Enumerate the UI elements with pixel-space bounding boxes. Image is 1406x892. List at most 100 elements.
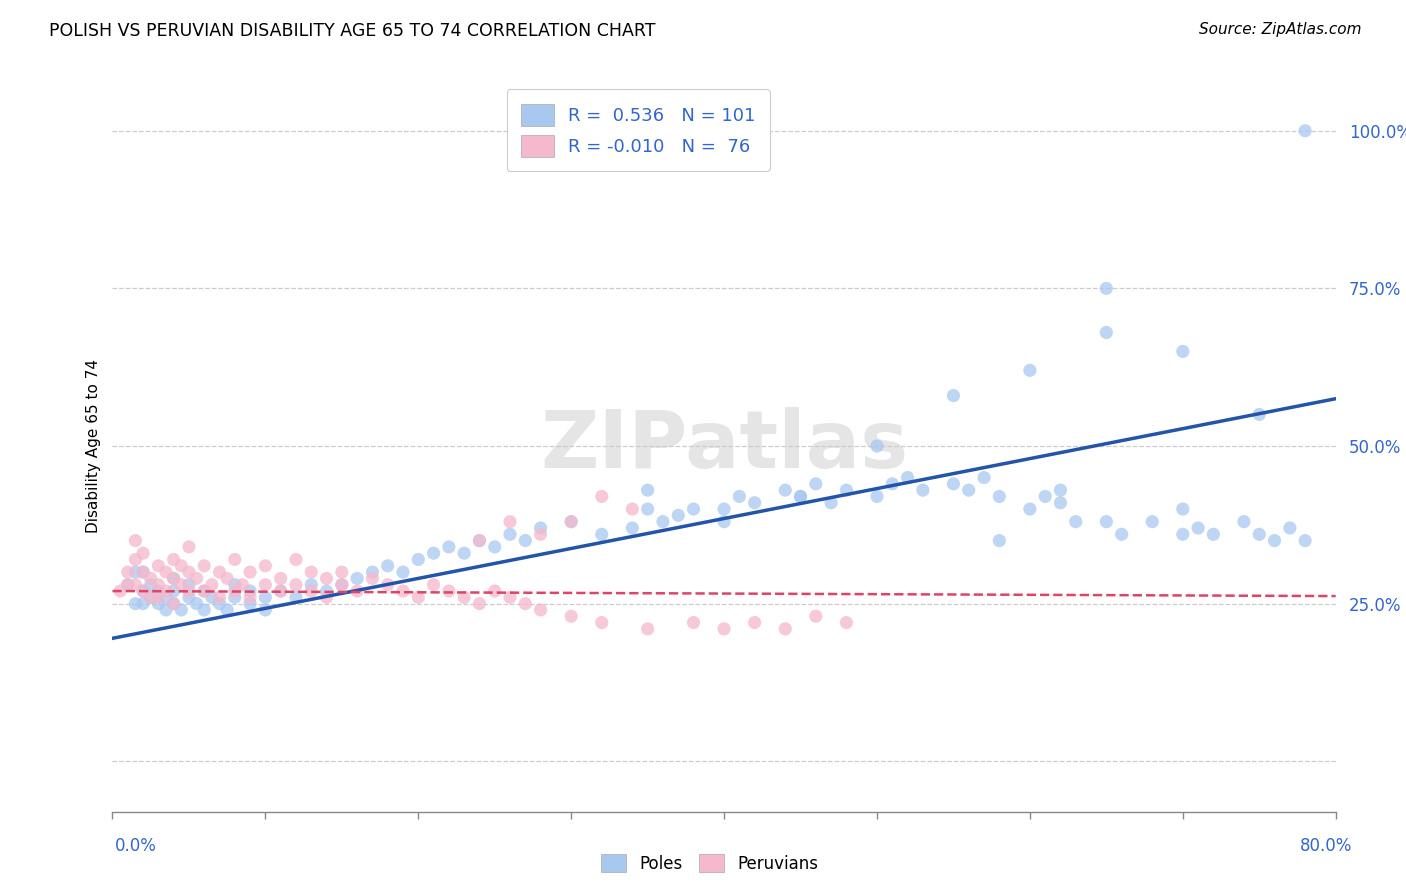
Point	[804, 476, 827, 491]
Point	[315, 591, 337, 605]
Point	[201, 578, 224, 592]
Point	[231, 578, 253, 592]
Point	[1171, 527, 1194, 541]
Point	[254, 603, 277, 617]
Point	[515, 533, 537, 548]
Point	[163, 597, 186, 611]
Point	[208, 591, 231, 605]
Point	[132, 597, 155, 611]
Point	[177, 565, 200, 579]
Point	[1171, 502, 1194, 516]
Point	[942, 388, 965, 402]
Point	[1111, 527, 1133, 541]
Point	[621, 521, 644, 535]
Point	[1249, 408, 1271, 422]
Point	[284, 591, 308, 605]
Point	[911, 483, 934, 497]
Text: POLISH VS PERUVIAN DISABILITY AGE 65 TO 74 CORRELATION CHART: POLISH VS PERUVIAN DISABILITY AGE 65 TO …	[49, 22, 655, 40]
Point	[170, 603, 193, 617]
Point	[132, 584, 155, 599]
Point	[804, 609, 827, 624]
Point	[499, 527, 522, 541]
Point	[484, 584, 506, 599]
Point	[1095, 326, 1118, 340]
Point	[621, 502, 644, 516]
Legend: R =  0.536   N = 101, R = -0.010   N =  76: R = 0.536 N = 101, R = -0.010 N = 76	[506, 89, 770, 171]
Point	[713, 502, 735, 516]
Point	[299, 578, 322, 592]
Point	[468, 533, 491, 548]
Point	[346, 571, 368, 585]
Point	[139, 571, 162, 585]
Point	[170, 558, 193, 573]
Point	[866, 490, 889, 504]
Point	[882, 476, 904, 491]
Point	[224, 552, 246, 566]
Point	[530, 603, 553, 617]
Point	[1018, 363, 1040, 377]
Point	[1064, 515, 1087, 529]
Point	[224, 591, 246, 605]
Point	[201, 591, 224, 605]
Point	[530, 527, 553, 541]
Point	[155, 591, 177, 605]
Point	[148, 558, 170, 573]
Point	[835, 615, 858, 630]
Point	[239, 591, 262, 605]
Point	[453, 591, 475, 605]
Point	[148, 591, 170, 605]
Point	[254, 591, 277, 605]
Point	[299, 565, 322, 579]
Point	[1187, 521, 1209, 535]
Point	[330, 565, 353, 579]
Point	[1233, 515, 1256, 529]
Point	[155, 603, 177, 617]
Point	[132, 565, 155, 579]
Point	[177, 540, 200, 554]
Point	[775, 622, 797, 636]
Point	[637, 622, 659, 636]
Point	[217, 571, 239, 585]
Point	[361, 565, 384, 579]
Point	[957, 483, 980, 497]
Point	[468, 533, 491, 548]
Point	[775, 483, 797, 497]
Point	[208, 565, 231, 579]
Point	[408, 591, 430, 605]
Point	[942, 476, 965, 491]
Point	[239, 597, 262, 611]
Point	[1049, 483, 1071, 497]
Point	[163, 571, 186, 585]
Point	[560, 609, 582, 624]
Point	[666, 508, 689, 523]
Point	[148, 597, 170, 611]
Point	[897, 470, 920, 484]
Point	[468, 597, 491, 611]
Point	[132, 546, 155, 560]
Point	[437, 584, 460, 599]
Point	[1202, 527, 1225, 541]
Point	[108, 584, 131, 599]
Text: Source: ZipAtlas.com: Source: ZipAtlas.com	[1198, 22, 1361, 37]
Point	[330, 578, 353, 592]
Point	[284, 578, 308, 592]
Point	[177, 578, 200, 592]
Point	[499, 515, 522, 529]
Point	[789, 490, 811, 504]
Point	[239, 565, 262, 579]
Point	[392, 565, 415, 579]
Point	[208, 597, 231, 611]
Point	[132, 584, 155, 599]
Point	[193, 584, 215, 599]
Point	[163, 571, 186, 585]
Point	[139, 591, 162, 605]
Point	[193, 603, 215, 617]
Point	[591, 615, 613, 630]
Point	[254, 558, 277, 573]
Point	[820, 496, 842, 510]
Point	[1249, 527, 1271, 541]
Point	[422, 578, 444, 592]
Point	[515, 597, 537, 611]
Point	[148, 578, 170, 592]
Point	[744, 496, 766, 510]
